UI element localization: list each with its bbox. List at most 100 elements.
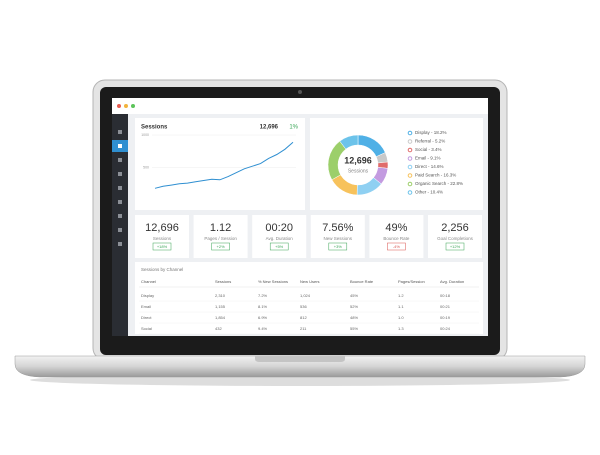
table-cell: 48% [350,315,358,320]
table-cell: 00:21 [440,304,451,309]
legend-swatch [407,147,413,153]
table-cell: 2,310 [215,293,226,298]
table-header: Avg. Duration [440,279,464,284]
table-cell: 55% [350,326,358,331]
sidebar-icon[interactable] [118,130,122,134]
kpi-badge-text: +18% [157,244,168,249]
legend-swatch [407,139,413,144]
table-cell: Direct [141,315,152,320]
kpi-badge [445,242,465,251]
table-header: Bounce Rate [350,279,374,284]
kpi-badge [269,242,289,251]
kpi-card [193,215,248,258]
table-cell: Social [141,326,152,331]
kpi-card [252,215,307,258]
kpi-label: Bounce Rate [383,236,410,241]
kpi-card [135,215,189,258]
sidebar-icon[interactable] [118,228,122,232]
kpi-value: 2,256 [441,222,469,234]
table-cell: 8.1% [258,304,268,309]
table-cell: 1.3 [398,326,404,331]
donut-segment [339,134,359,150]
kpi-value: 7.56% [322,222,353,234]
table-cell: 1,155 [215,304,226,309]
kpi-card [369,215,424,258]
minimize-button[interactable] [124,104,128,108]
sidebar-icon[interactable] [118,200,122,204]
kpi-value: 12,696 [145,222,179,234]
kpi-badge [387,242,406,251]
camera [298,90,302,94]
sidebar-icon[interactable] [118,242,122,246]
y-tick-label: 500 [143,165,149,169]
legend-label: Display - 18.2% [415,130,447,135]
legend-label: Referral - 5.2% [415,139,445,144]
kpi-badge-text: -4% [393,244,401,249]
legend-label: Email - 9.1% [415,156,441,161]
kpi-value: 49% [385,222,407,234]
kpi-value: 00:20 [265,222,293,234]
table-cell: 211 [300,326,307,331]
close-button[interactable] [117,104,121,108]
kpi-card [428,215,482,258]
legend-label: Social - 3.4% [415,147,442,152]
kpi-label: Goal Completions [437,236,474,241]
sidebar-icon[interactable] [118,144,122,148]
table-header: Sessions [215,279,231,284]
legend-swatch [407,156,413,161]
table-cell: Display [141,293,154,298]
kpi-label: Pages / Session [204,236,237,241]
table-cell: 1,854 [215,315,226,320]
legend-label: Organic Search - 22.8% [415,181,463,186]
legend-label: Direct - 14.6% [415,164,444,169]
kpi-value: 1.12 [210,222,231,234]
table-header: Pages/Session [398,279,425,284]
sidebar [112,114,128,336]
sessions-panel [135,118,305,210]
table-cell: 00:24 [440,326,451,331]
donut-total: 12,696 [344,155,372,165]
kpi-badge [211,242,230,251]
sidebar-icon[interactable] [118,214,122,218]
dashboard: 500 1000 Display - 18.2% Referral - 5.2% Soc… [135,130,482,335]
kpi-card [310,215,365,258]
table-cell: Email [141,304,151,309]
legend-swatch [407,173,413,178]
sidebar-icon[interactable] [118,158,122,162]
window-bar [112,98,488,114]
table-cell: 7.2% [258,293,268,298]
legend-label: Other - 10.4% [415,190,443,195]
table-cell: 1,024 [300,293,311,298]
legend-swatch [407,190,413,195]
table-header: New Users [300,279,320,284]
sidebar-icon[interactable] [118,172,122,176]
maximize-button[interactable] [131,104,135,108]
table-header: Channel [141,279,156,284]
table-title: Sessions by Channel [141,267,183,272]
table-cell: 1.1 [398,304,404,309]
legend-swatch [407,164,413,170]
table-cell: 52% [350,304,358,309]
sessions-line [154,141,294,189]
sidebar-icons [112,130,128,246]
kpi-badge-text: +2% [217,244,226,249]
table-cell: 45% [350,293,358,298]
kpi-label: New Sessions [324,236,353,241]
table-cell: 812 [300,315,307,320]
table-cell: 00:19 [440,315,451,320]
sessions-change: 1% [289,125,298,131]
kpi-badge-text: +12% [450,244,461,249]
table-cell: 536 [300,304,307,309]
donut-panel [310,118,483,210]
sidebar-icon[interactable] [118,186,122,190]
table-cell: 6.9% [258,315,268,320]
legend-label: Paid Search - 16.3% [415,173,456,178]
table-cell: 432 [215,326,222,331]
table-cell: 1.2 [398,293,404,298]
notch [255,356,345,362]
kpi-label: Avg. Duration [266,236,294,241]
donut-label: Sessions [348,168,369,174]
